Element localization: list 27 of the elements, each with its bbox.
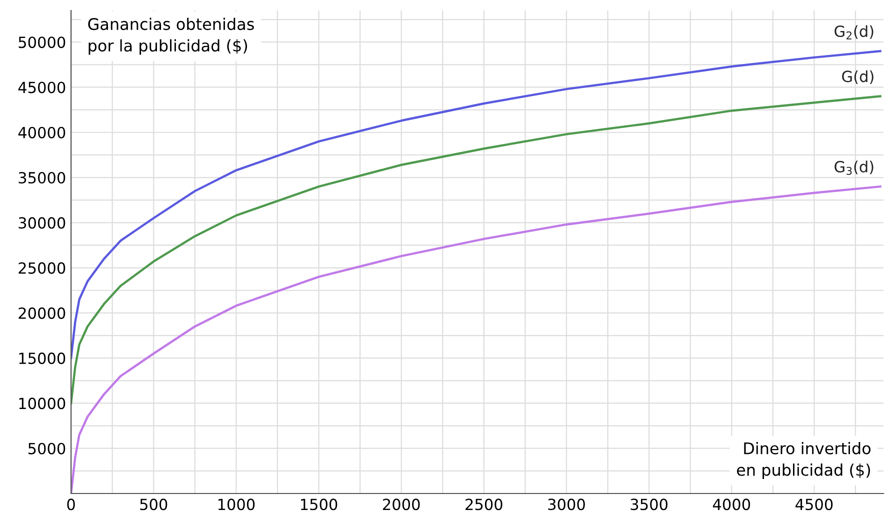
x-tick-label: 3000 [548,498,585,510]
series-label: G$_{2}$(d) [834,25,874,40]
x-axis-title: Dinero invertido en publicidad ($) [736,442,870,480]
y-tick-label: 20000 [18,307,66,319]
y-tick-label: 50000 [18,36,66,48]
x-tick-label: 1000 [218,498,255,510]
y-tick-label: 5000 [28,442,66,454]
series-label: G(d) [842,70,874,84]
y-tick-label: 15000 [19,352,66,364]
y-tick-label: 35000 [18,172,66,184]
line-series [71,185,882,494]
x-tick-label: 4500 [796,498,833,510]
x-tick-label: 1500 [300,498,338,510]
x-tick-label: 2500 [466,498,502,510]
y-tick-label: 30000 [18,217,66,229]
x-tick-label: 2000 [383,498,420,510]
y-axis-title: Ganancias obtenidas por la publicidad ($) [88,18,254,55]
y-tick-label: 40000 [18,126,66,138]
x-tick-label: 3500 [630,498,668,510]
line-series [71,95,882,404]
y-tick-label: 10000 [19,398,66,410]
x-tick-label: 0 [67,498,75,510]
x-tick-label: 4000 [712,498,750,510]
x-tick-label: 500 [140,498,168,510]
y-tick-label: 45000 [18,82,66,94]
y-tick-label: 25000 [18,262,66,274]
series-label: G$_{3}$(d) [834,160,874,175]
